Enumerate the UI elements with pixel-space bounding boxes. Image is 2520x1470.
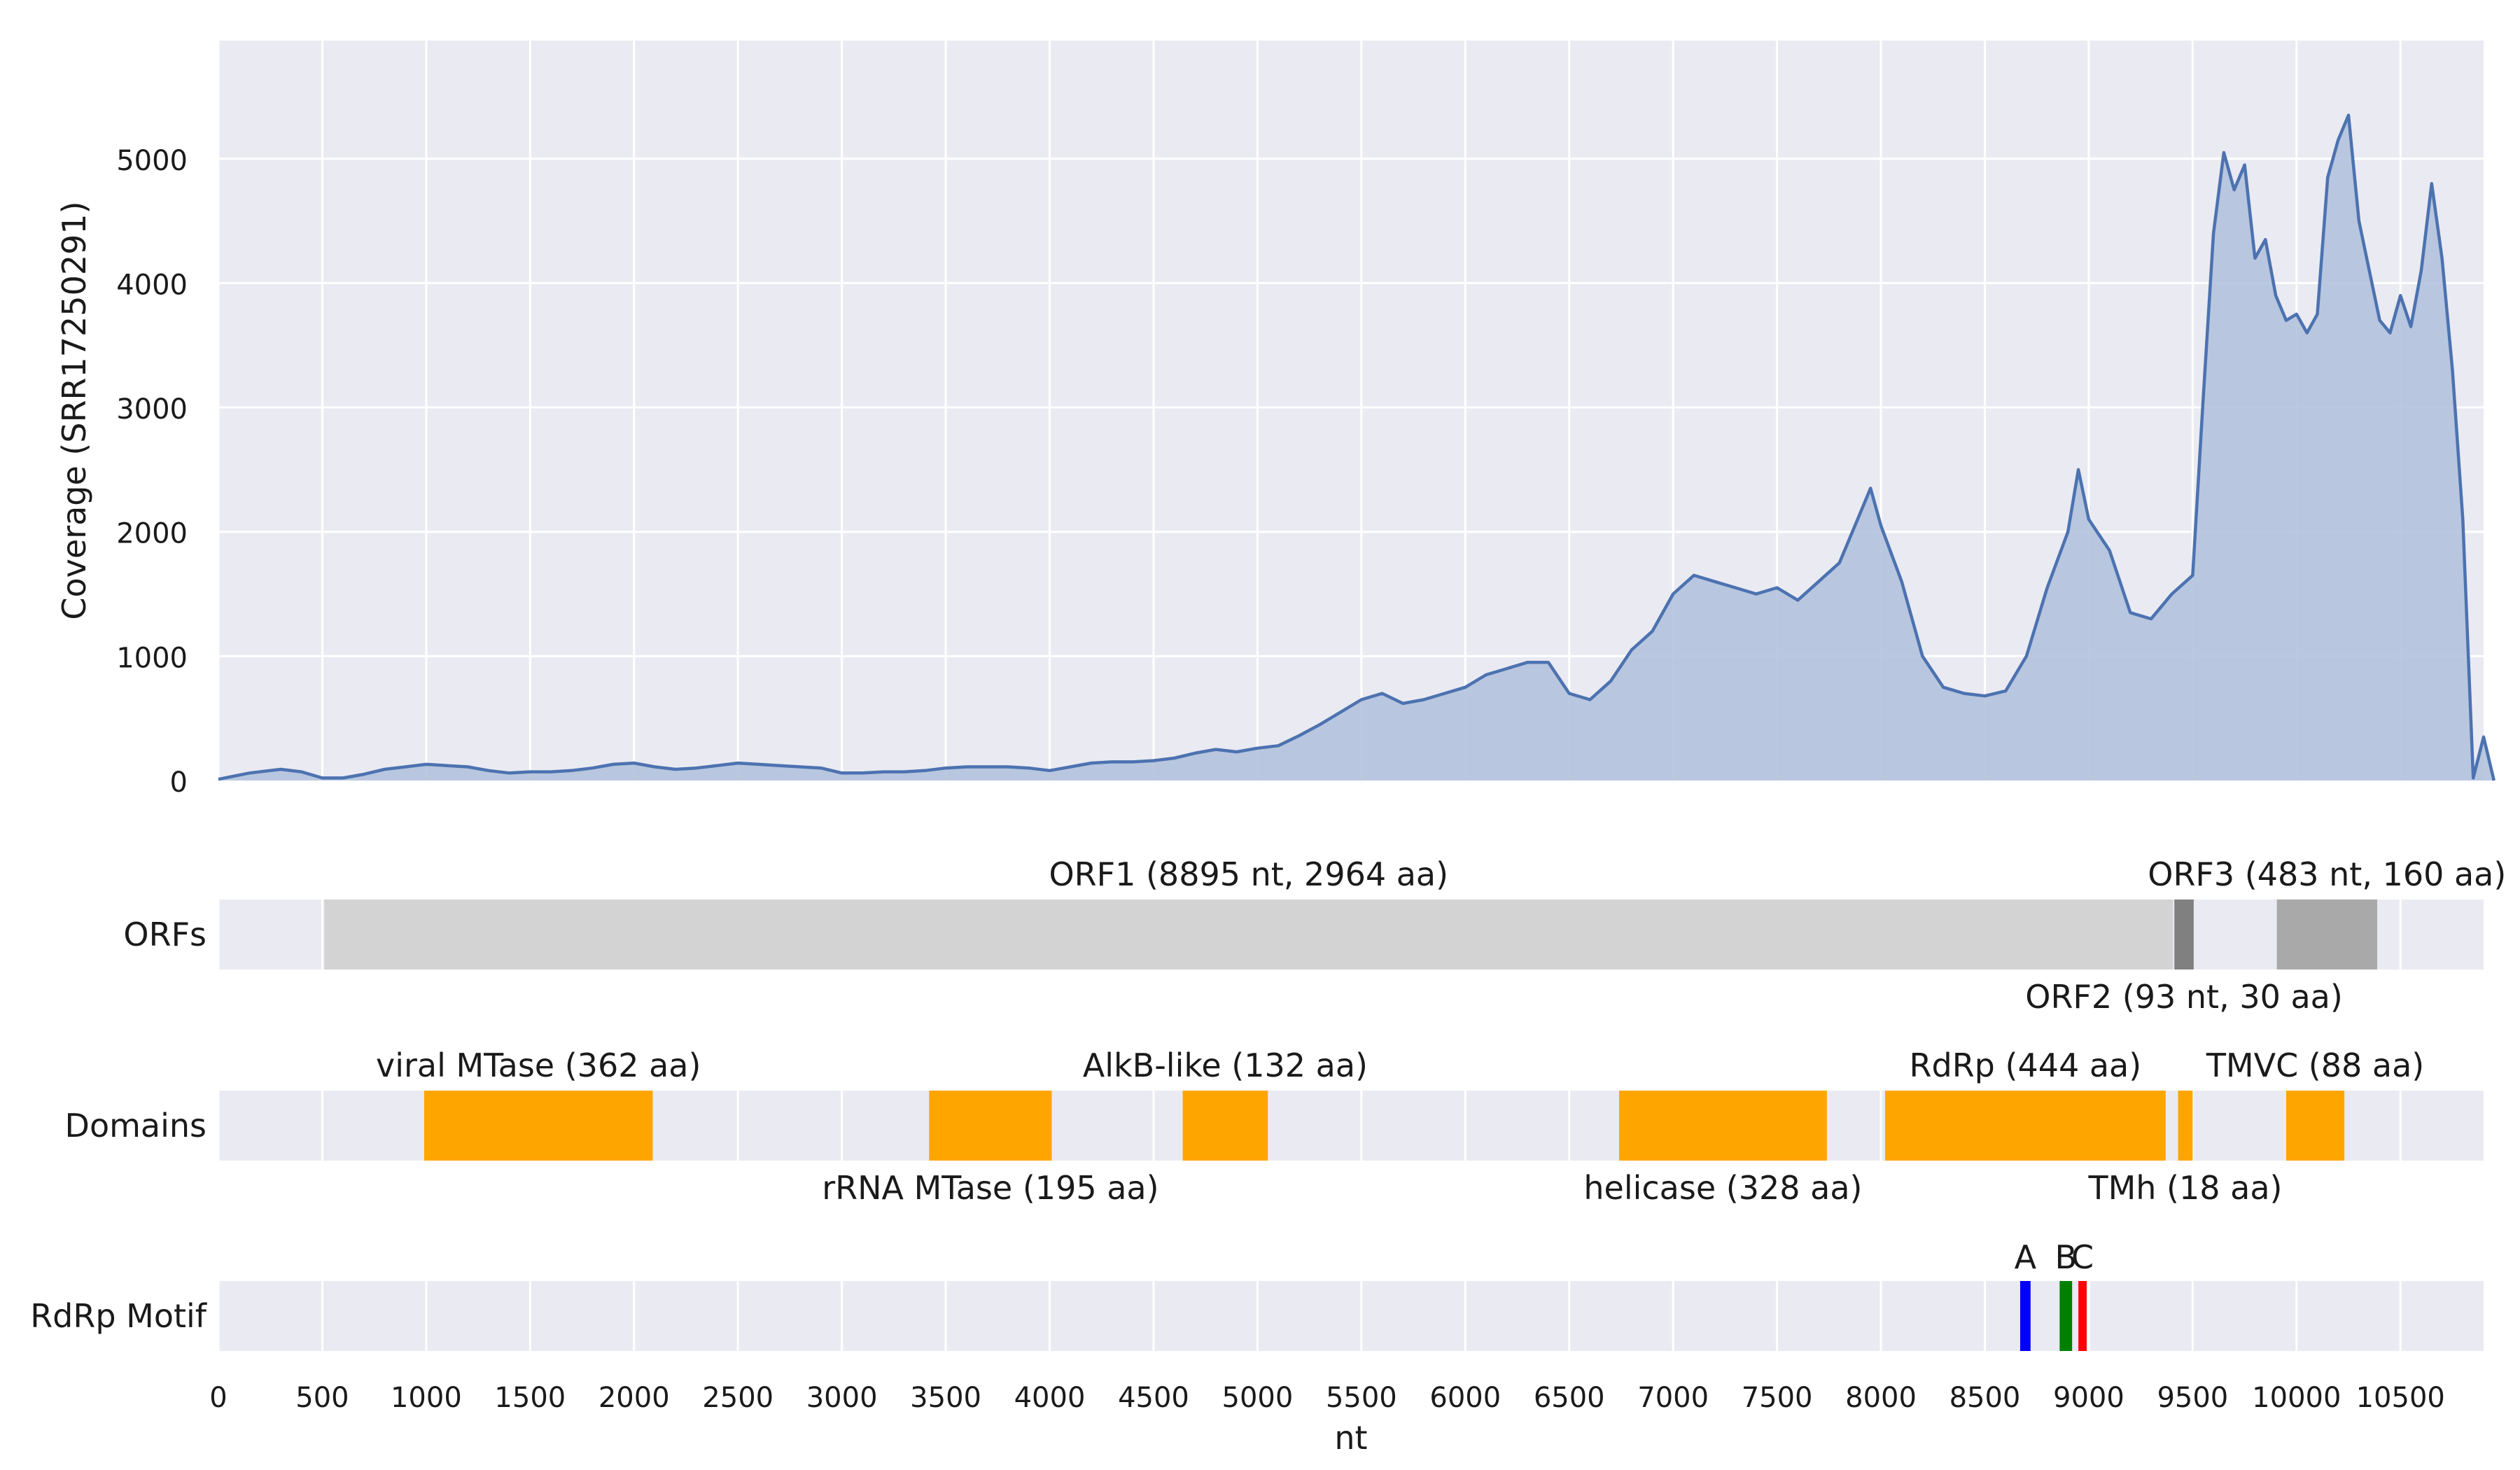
motif-label: B [2054,1238,2077,1276]
feature-label: TMVC (88 aa) [2206,1046,2424,1084]
track-feature-bar [2019,1281,2031,1351]
track-feature-bar [2078,1281,2087,1351]
x-tick-label: 3000 [806,1382,878,1414]
x-tick-label: 8000 [1845,1382,1917,1414]
feature-label: ORF3 (483 nt, 160 aa) [2148,855,2506,893]
feature-label: rRNA MTase (195 aa) [822,1169,1158,1207]
x-tick-label: 10500 [2356,1382,2445,1414]
feature-label: AlkB-like (132 aa) [1083,1046,1368,1084]
track-feature-bar [1618,1091,1827,1161]
x-tick-label: 7500 [1742,1382,1813,1414]
feature-label: ORF1 (8895 nt, 2964 aa) [1049,855,1448,893]
x-tick-label: 9500 [2157,1382,2228,1414]
x-tick-label: 3500 [910,1382,981,1414]
x-tick-label: 500 [295,1382,349,1414]
orfs-track-label: ORFs [123,916,206,953]
feature-label: TMh (18 aa) [2087,1169,2282,1207]
coverage-y-tick-label: 1000 [116,642,188,674]
x-tick-label: 7000 [1637,1382,1709,1414]
feature-label: ORF2 (93 nt, 30 aa) [2025,978,2343,1016]
x-tick-label: 2000 [598,1382,670,1414]
motif-label: A [2015,1238,2037,1276]
track-feature-bar [1884,1091,2166,1161]
coverage-y-axis-label: Coverage (SRR17250291) [55,201,93,620]
track-feature-bar [2174,899,2194,969]
x-tick-label: 1500 [494,1382,566,1414]
x-tick-label: 8500 [1949,1382,2021,1414]
x-tick-label: 2500 [702,1382,774,1414]
coverage-line [218,113,2496,781]
track-feature-bar [2276,899,2377,969]
feature-label: viral MTase (362 aa) [376,1046,701,1084]
x-tick-label: 1000 [391,1382,462,1414]
track-panel [218,1281,2484,1351]
x-tick-label: 6500 [1534,1382,1605,1414]
coverage-area-fill [218,115,2494,781]
domains-track-label: Domains [65,1107,206,1144]
coverage-y-tick-label: 3000 [116,393,188,426]
track-feature-bar [2286,1091,2345,1161]
track-feature-bar [1182,1091,1268,1161]
track-feature-bar [2178,1091,2193,1161]
x-tick-label: 9000 [2053,1382,2124,1414]
track-feature-bar [2059,1281,2073,1351]
track-feature-bar [929,1091,1052,1161]
x-tick-label: 6000 [1429,1382,1501,1414]
coverage-y-tick-label: 2000 [116,518,188,550]
feature-label: helicase (328 aa) [1583,1169,1862,1207]
coverage-y-tick-label: 4000 [116,269,188,301]
track-feature-bar [324,899,2174,969]
coverage-y-tick-label: 5000 [116,145,188,177]
x-tick-label: 10000 [2252,1382,2341,1414]
x-tick-label: 4000 [1014,1382,1086,1414]
x-tick-label: 5000 [1222,1382,1294,1414]
x-tick-label: 4500 [1118,1382,1189,1414]
x-axis-label: nt [1334,1419,1367,1457]
x-tick-label: 0 [209,1382,227,1414]
coverage-y-tick-label: 0 [170,766,188,799]
x-tick-label: 5500 [1326,1382,1397,1414]
rdrp-motif-track-label: RdRp Motif [30,1297,208,1335]
feature-label: RdRp (444 aa) [1910,1046,2142,1084]
track-feature-bar [424,1091,653,1161]
motif-label: C [2071,1238,2094,1276]
